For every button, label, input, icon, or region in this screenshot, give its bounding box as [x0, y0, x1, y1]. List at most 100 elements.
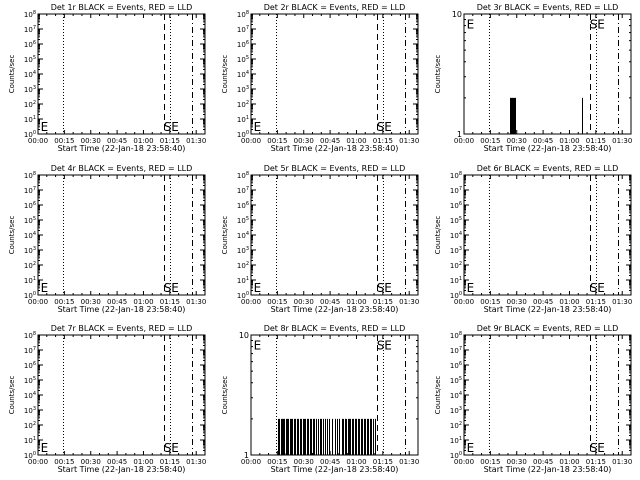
y-tick-label: 108	[237, 171, 249, 180]
x-tick-label: 01:00	[133, 137, 153, 145]
y-tick-label: 101	[24, 115, 36, 124]
x-tick-label: 01:30	[399, 458, 419, 466]
y-tick-label: 106	[24, 201, 36, 210]
y-tick-label: 102	[450, 421, 462, 430]
detector-panel-3: Det 3r BLACK = Events, RED = LLD 00:00 00:…	[434, 3, 632, 153]
x-tick-label: 01:15	[586, 458, 606, 466]
x-tick-label: 01:00	[133, 298, 153, 306]
y-tick-label: 100	[24, 130, 36, 139]
y-tick-label: 104	[237, 231, 249, 240]
marker-se: SE	[164, 281, 179, 295]
panel-title: Det 4r BLACK = Events, RED = LLD	[51, 164, 193, 173]
y-tick-label: 105	[237, 55, 249, 64]
y-tick-label: 107	[24, 186, 36, 195]
y-tick-label: 106	[450, 201, 462, 210]
y-tick-label: 107	[24, 346, 36, 355]
marker-e: E	[467, 281, 475, 295]
x-tick-label: 00:00	[241, 458, 261, 466]
y-tick-label: 103	[24, 85, 36, 94]
plot-frame	[250, 334, 419, 456]
detector-panel-6: Det 6r BLACK = Events, RED = LLD 00:00 00:…	[434, 164, 632, 314]
x-axis-label: Start Time (22-Jan-18 23:58:40)	[271, 465, 399, 474]
x-tick-label: 01:30	[186, 458, 206, 466]
x-tick-label: 00:45	[320, 137, 340, 145]
panel-title: Det 6r BLACK = Events, RED = LLD	[477, 164, 619, 173]
x-axis-label: Start Time (22-Jan-18 23:58:40)	[271, 305, 399, 314]
y-tick-label: 1	[244, 451, 249, 460]
x-tick-label: 00:00	[28, 298, 48, 306]
marker-se: SE	[590, 441, 605, 455]
detector-panel-7: Det 7r BLACK = Events, RED = LLD 00:00 00:…	[8, 324, 206, 474]
x-tick-label: 00:45	[107, 458, 127, 466]
x-tick-label: 00:30	[294, 298, 314, 306]
y-tick-label: 108	[24, 171, 36, 180]
x-tick-label: 00:00	[454, 458, 474, 466]
x-tick-label: 00:15	[267, 137, 287, 145]
detector-panel-5: Det 5r BLACK = Events, RED = LLD 00:00 00:…	[221, 164, 419, 314]
y-tick-label: 100	[237, 291, 249, 300]
x-axis-label: Start Time (22-Jan-18 23:58:40)	[484, 305, 612, 314]
x-tick-label: 01:15	[373, 298, 393, 306]
x-tick-label: 00:15	[480, 137, 500, 145]
y-tick-label: 105	[24, 376, 36, 385]
x-tick-label: 00:15	[267, 458, 287, 466]
x-tick-label: 01:00	[346, 458, 366, 466]
x-tick-label: 00:00	[28, 458, 48, 466]
x-axis-label: Start Time (22-Jan-18 23:58:40)	[484, 465, 612, 474]
y-tick-label: 108	[24, 331, 36, 340]
marker-e: E	[254, 281, 262, 295]
y-axis-label: Counts/sec	[221, 55, 229, 94]
y-tick-label: 100	[24, 451, 36, 460]
marker-se: SE	[377, 281, 392, 295]
x-tick-label: 00:30	[507, 458, 527, 466]
y-tick-label: 101	[24, 436, 36, 445]
y-axis-label: Counts/sec	[8, 376, 16, 415]
x-tick-label: 01:30	[612, 458, 632, 466]
y-axis-label: Counts/sec	[434, 376, 442, 415]
y-tick-label: 103	[24, 246, 36, 255]
y-tick-label: 105	[450, 376, 462, 385]
x-tick-label: 00:45	[533, 298, 553, 306]
panel-title: Det 5r BLACK = Events, RED = LLD	[264, 164, 406, 173]
y-tick-label: 106	[237, 40, 249, 49]
x-tick-label: 00:30	[81, 298, 101, 306]
x-tick-label: 01:15	[373, 458, 393, 466]
detector-panel-2: Det 2r BLACK = Events, RED = LLD 00:00 00:…	[221, 3, 419, 153]
marker-e: E	[41, 120, 49, 134]
x-tick-label: 00:00	[241, 137, 261, 145]
y-tick-label: 103	[450, 406, 462, 415]
y-tick-label: 100	[450, 451, 462, 460]
x-tick-label: 00:00	[454, 137, 474, 145]
panel-title: Det 3r BLACK = Events, RED = LLD	[477, 3, 619, 12]
x-tick-label: 01:15	[373, 137, 393, 145]
panel-title: Det 1r BLACK = Events, RED = LLD	[51, 3, 193, 12]
x-tick-label: 00:15	[480, 458, 500, 466]
y-tick-label: 106	[24, 40, 36, 49]
y-tick-label: 107	[450, 346, 462, 355]
x-axis-label: Start Time (22-Jan-18 23:58:40)	[58, 305, 186, 314]
panel-title: Det 9r BLACK = Events, RED = LLD	[477, 324, 619, 333]
panel-title: Det 2r BLACK = Events, RED = LLD	[264, 3, 406, 12]
detector-panel-9: Det 9r BLACK = Events, RED = LLD 00:00 00:…	[434, 324, 632, 474]
x-tick-label: 00:00	[241, 298, 261, 306]
x-tick-label: 01:00	[559, 458, 579, 466]
y-tick-label: 107	[450, 186, 462, 195]
marker-se: SE	[377, 120, 392, 134]
y-tick-label: 106	[237, 201, 249, 210]
y-tick-label: 101	[237, 276, 249, 285]
y-tick-label: 104	[24, 70, 36, 79]
y-tick-label: 102	[237, 100, 249, 109]
panel-title: Det 8r BLACK = Events, RED = LLD	[264, 324, 406, 333]
x-tick-label: 00:30	[81, 458, 101, 466]
x-tick-label: 01:15	[586, 298, 606, 306]
x-axis-label: Start Time (22-Jan-18 23:58:40)	[484, 144, 612, 153]
x-tick-label: 01:30	[612, 298, 632, 306]
y-tick-label: 102	[24, 261, 36, 270]
marker-se: SE	[590, 281, 605, 295]
y-tick-label: 105	[237, 216, 249, 225]
y-tick-label: 102	[450, 261, 462, 270]
x-tick-label: 00:15	[54, 458, 74, 466]
y-axis-label: Counts/sec	[8, 55, 16, 94]
x-tick-label: 01:30	[186, 137, 206, 145]
